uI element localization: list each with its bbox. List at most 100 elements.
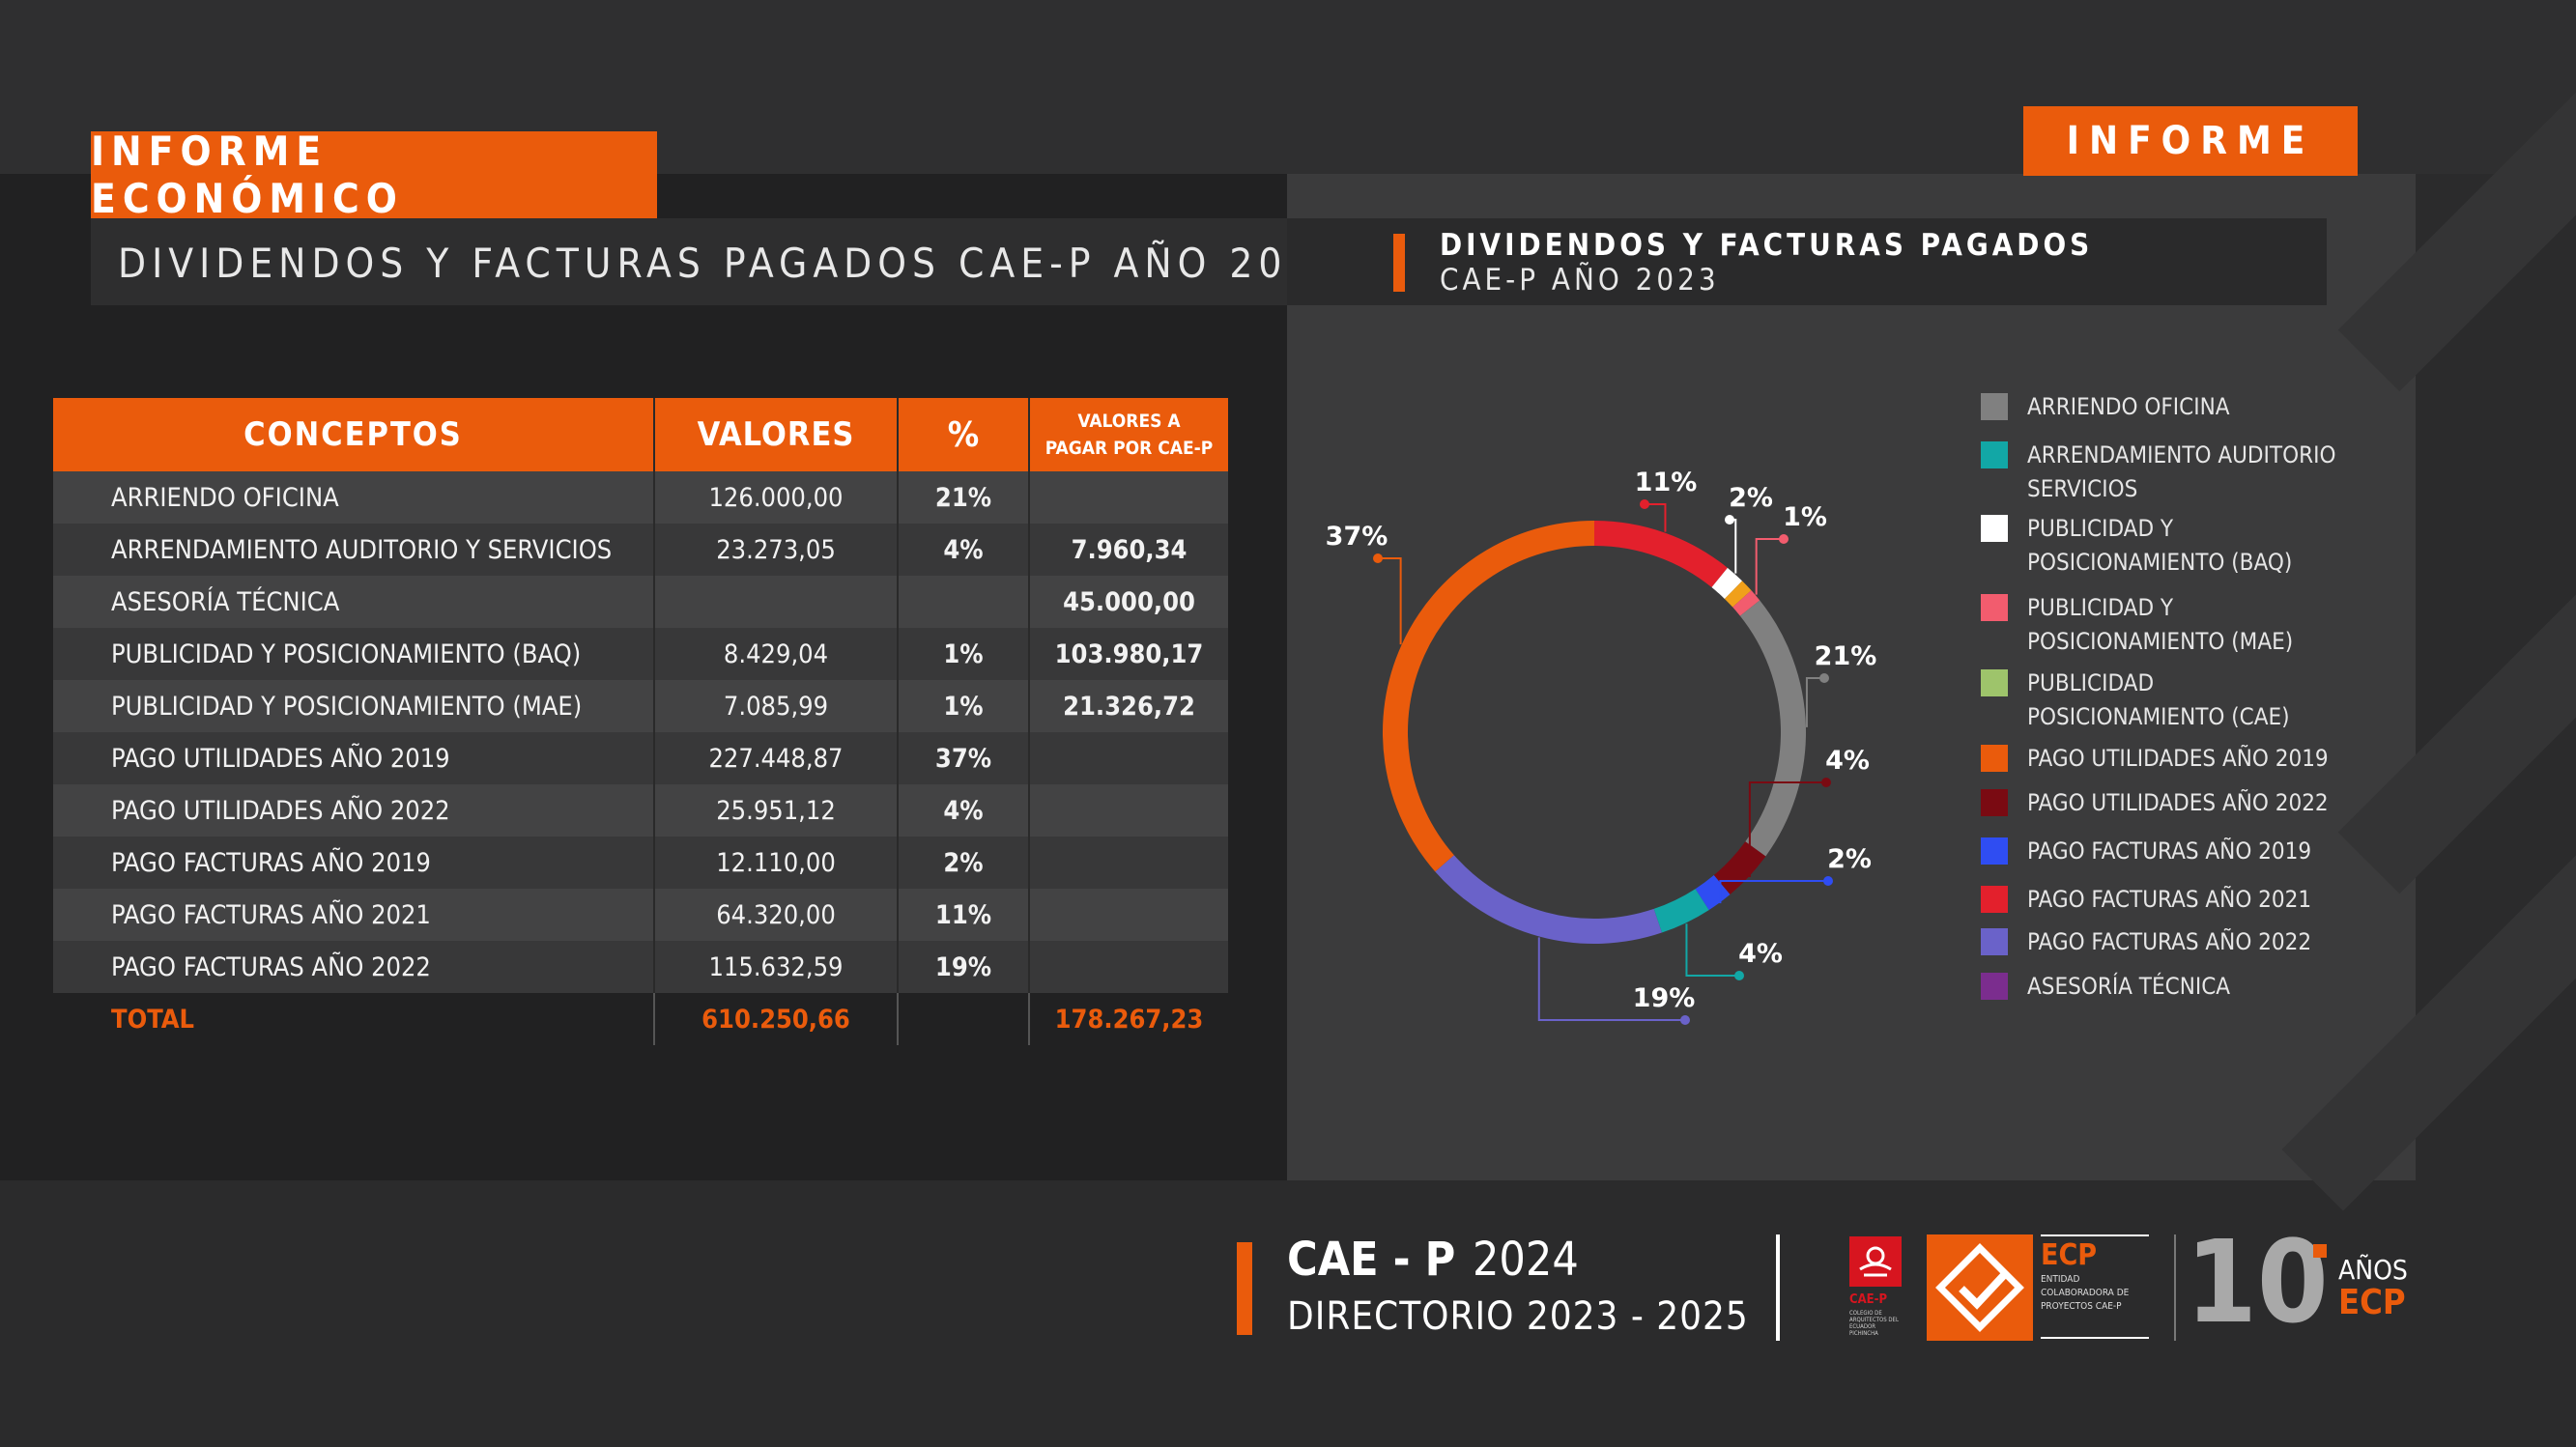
cell-concept: PAGO FACTURAS AÑO 2022 bbox=[53, 941, 654, 993]
report-badge-label: INFORME ECONÓMICO bbox=[91, 128, 404, 222]
caep-logo-small: COLEGIO DE ARQUITECTOS DEL ECUADOR PICHI… bbox=[1849, 1310, 1899, 1337]
leader-line bbox=[1645, 503, 1667, 532]
ecp-rule bbox=[2041, 1337, 2149, 1339]
cell-concept: PUBLICIDAD Y POSICIONAMIENTO (BAQ) bbox=[53, 628, 654, 680]
cell-value: 115.632,59 bbox=[653, 941, 898, 993]
cell-percent: 1% bbox=[897, 680, 1029, 732]
chart-header-accent bbox=[1393, 234, 1405, 292]
legend-label: PAGO FACTURAS AÑO 2021 bbox=[2027, 886, 2312, 913]
cell-percent: 11% bbox=[897, 889, 1029, 941]
cell-to-pay bbox=[1028, 837, 1228, 889]
legend-swatch bbox=[1981, 515, 2008, 542]
footer-org: CAE - P 2024 bbox=[1287, 1233, 1579, 1287]
ecp-rule bbox=[2041, 1234, 2149, 1236]
donut-slice bbox=[1593, 521, 1728, 588]
donut-slice bbox=[1713, 840, 1766, 895]
leader-dot bbox=[1819, 673, 1829, 683]
footer-org-year: 2024 bbox=[1472, 1233, 1579, 1287]
legend-item: ARRENDAMIENTO AUDITORIO SERVICIOS bbox=[1981, 439, 2346, 506]
chart-header-bar bbox=[1287, 218, 2327, 305]
ecp-logo-text: ECP bbox=[2041, 1238, 2098, 1272]
legend-item: PAGO FACTURAS AÑO 2022 bbox=[1981, 925, 2346, 959]
leader-dot bbox=[1734, 971, 1744, 980]
legend-item: PUBLICIDAD Y POSICIONAMIENTO (BAQ) bbox=[1981, 512, 2346, 580]
leader-line bbox=[1378, 557, 1402, 645]
anniv-brand: ECP bbox=[2338, 1283, 2406, 1322]
leader-dot bbox=[1640, 499, 1649, 509]
slice-label: 37% bbox=[1326, 522, 1388, 552]
donut-slice bbox=[1653, 889, 1709, 933]
cell-to-pay bbox=[1028, 471, 1228, 524]
report-tag: INFORME bbox=[2023, 106, 2358, 176]
cell-percent: 21% bbox=[897, 471, 1029, 524]
leader-dot bbox=[1373, 553, 1383, 563]
leader-dot bbox=[1821, 778, 1831, 787]
leader-dot bbox=[1725, 515, 1734, 525]
legend-swatch bbox=[1981, 886, 2008, 913]
table-header-row: CONCEPTOS VALORES % VALORES A PAGAR POR … bbox=[53, 398, 1228, 471]
cell-concept: ARRIENDO OFICINA bbox=[53, 471, 654, 524]
header-values: VALORES bbox=[653, 398, 898, 471]
right-panel bbox=[1287, 174, 2416, 1180]
leader-dot bbox=[1823, 876, 1833, 886]
legend-label: PAGO UTILIDADES AÑO 2019 bbox=[2027, 745, 2329, 772]
legend-swatch bbox=[1981, 594, 2008, 621]
cell-to-pay bbox=[1028, 889, 1228, 941]
legend-label: ARRENDAMIENTO AUDITORIO SERVICIOS bbox=[2027, 441, 2336, 502]
cell-to-pay: 21.326,72 bbox=[1028, 680, 1228, 732]
donut-chart: 11% 2% 1% 21% 4% 2% 4% 19% 37% bbox=[1326, 468, 1876, 1025]
cell-value: 25.951,12 bbox=[653, 784, 898, 837]
legend-item: ASESORÍA TÉCNICA bbox=[1981, 970, 2346, 1004]
caep-emblem-icon bbox=[1859, 1246, 1892, 1277]
legend-swatch bbox=[1981, 973, 2008, 1000]
leader-line bbox=[1748, 781, 1826, 878]
legend-item: PAGO UTILIDADES AÑO 2019 bbox=[1981, 742, 2346, 776]
legend-swatch bbox=[1981, 441, 2008, 468]
total-percent bbox=[897, 993, 1029, 1045]
legend-item: PAGO UTILIDADES AÑO 2022 bbox=[1981, 786, 2346, 820]
table-row: ARRENDAMIENTO AUDITORIO Y SERVICIOS 23.27… bbox=[53, 524, 1228, 576]
cell-value bbox=[653, 576, 898, 628]
total-value: 610.250,66 bbox=[653, 993, 898, 1045]
table-row: PAGO FACTURAS AÑO 2019 12.110,00 2% bbox=[53, 837, 1228, 889]
legend-label: PUBLICIDAD Y POSICIONAMIENTO (MAE) bbox=[2027, 594, 2294, 655]
header-concepts: CONCEPTOS bbox=[53, 398, 654, 471]
cell-value: 23.273,05 bbox=[653, 524, 898, 576]
cell-to-pay: 7.960,34 bbox=[1028, 524, 1228, 576]
slice-label: 4% bbox=[1738, 939, 1783, 969]
cell-concept: PAGO FACTURAS AÑO 2021 bbox=[53, 889, 654, 941]
cell-value: 227.448,87 bbox=[653, 732, 898, 784]
header-to-pay: VALORES A PAGAR POR CAE-P bbox=[1028, 398, 1228, 471]
leader-line bbox=[1685, 923, 1739, 977]
cell-percent: 1% bbox=[897, 628, 1029, 680]
cell-percent: 2% bbox=[897, 837, 1029, 889]
caep-logo bbox=[1849, 1236, 1902, 1287]
legend-label: ASESORÍA TÉCNICA bbox=[2027, 973, 2231, 1000]
cell-concept: PUBLICIDAD Y POSICIONAMIENTO (MAE) bbox=[53, 680, 654, 732]
cell-to-pay bbox=[1028, 941, 1228, 993]
cell-value: 64.320,00 bbox=[653, 889, 898, 941]
slice-label: 2% bbox=[1827, 844, 1872, 874]
legend-swatch bbox=[1981, 928, 2008, 955]
legend-item: PUBLICIDAD Y POSICIONAMIENTO (MAE) bbox=[1981, 591, 2346, 659]
legend-item: PUBLICIDAD POSICIONAMIENTO (CAE) bbox=[1981, 667, 2346, 734]
cell-percent: 37% bbox=[897, 732, 1029, 784]
legend-swatch bbox=[1981, 669, 2008, 696]
anniv-word: AÑOS bbox=[2338, 1254, 2408, 1286]
header-to-pay-line2: PAGAR POR CAE-P bbox=[1045, 438, 1214, 459]
leader-line bbox=[1805, 677, 1824, 727]
cell-percent: 19% bbox=[897, 941, 1029, 993]
chart-subtitle: CAE-P AÑO 2023 bbox=[1440, 263, 1720, 298]
legend-label: PAGO FACTURAS AÑO 2022 bbox=[2027, 928, 2312, 955]
data-table: CONCEPTOS VALORES % VALORES A PAGAR POR … bbox=[53, 398, 1228, 1045]
cell-concept: PAGO FACTURAS AÑO 2019 bbox=[53, 837, 654, 889]
legend-label: PUBLICIDAD Y POSICIONAMIENTO (BAQ) bbox=[2027, 515, 2293, 576]
slice-label: 2% bbox=[1729, 483, 1773, 513]
legend-swatch bbox=[1981, 393, 2008, 420]
total-to-pay: 178.267,23 bbox=[1028, 993, 1228, 1045]
anniv-square bbox=[2313, 1244, 2327, 1258]
table-total-row: TOTAL 610.250,66 178.267,23 bbox=[53, 993, 1228, 1045]
cell-value: 7.085,99 bbox=[653, 680, 898, 732]
legend-label: PUBLICIDAD POSICIONAMIENTO (CAE) bbox=[2027, 669, 2290, 730]
leader-dot bbox=[1680, 1015, 1690, 1025]
